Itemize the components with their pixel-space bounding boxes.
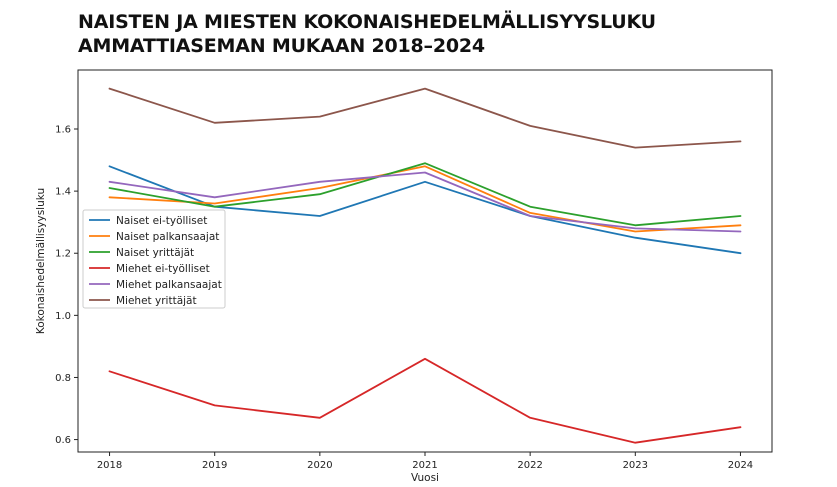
y-tick-label: 1.0 <box>55 311 71 322</box>
x-tick-label: 2021 <box>412 460 437 471</box>
y-tick-label: 1.6 <box>55 125 71 136</box>
y-tick-label: 1.2 <box>55 249 71 260</box>
y-tick-label: 0.6 <box>55 435 71 446</box>
series-line-6 <box>108 87 742 149</box>
series-line-4 <box>108 357 742 444</box>
series-line-5 <box>108 171 742 233</box>
y-axis-label: Kokonaishedelmällisyysluku <box>35 188 47 334</box>
chart-title: NAISTEN JA MIESTEN KOKONAISHEDELMÄLLISYY… <box>78 10 656 58</box>
chart-title-line1: NAISTEN JA MIESTEN KOKONAISHEDELMÄLLISYY… <box>78 11 656 33</box>
legend-label-1: Naiset ei-työlliset <box>116 215 207 227</box>
x-axis-ticks: 2018 2019 2020 2021 2022 2023 2024 <box>97 452 753 471</box>
x-tick-label: 2020 <box>307 460 332 471</box>
x-tick-label: 2023 <box>623 460 648 471</box>
y-tick-label: 1.4 <box>55 187 71 198</box>
legend: Naiset ei-työlliset Naiset palkansaajat Na… <box>82 209 226 309</box>
x-tick-label: 2019 <box>202 460 227 471</box>
legend-label-2: Naiset palkansaajat <box>116 231 219 243</box>
legend-box <box>82 209 226 309</box>
y-tick-label: 0.8 <box>55 373 71 384</box>
x-tick-label: 2022 <box>517 460 542 471</box>
legend-label-5: Miehet palkansaajat <box>116 279 222 291</box>
series-line-2 <box>108 165 742 233</box>
x-tick-label: 2018 <box>97 460 122 471</box>
y-axis-ticks: 0.6 0.8 1.0 1.2 1.4 1.6 <box>55 125 78 446</box>
series-line-3 <box>108 162 742 227</box>
series-lines <box>108 87 742 444</box>
x-axis-label: Vuosi <box>411 472 439 484</box>
legend-label-6: Miehet yrittäjät <box>116 295 197 307</box>
legend-label-4: Miehet ei-työlliset <box>116 263 210 275</box>
x-tick-label: 2024 <box>728 460 753 471</box>
legend-label-3: Naiset yrittäjät <box>116 247 194 259</box>
chart-title-line2: AMMATTIASEMAN MUKAAN 2018–2024 <box>78 35 485 57</box>
